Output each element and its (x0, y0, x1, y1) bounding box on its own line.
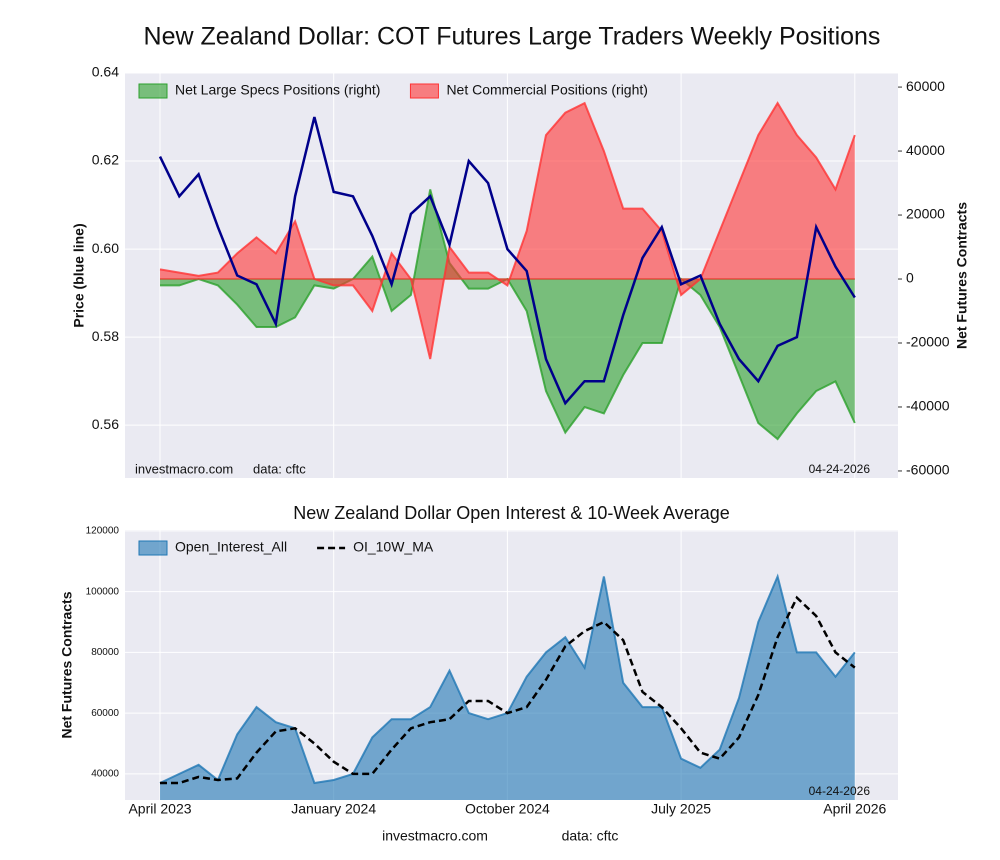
legend-label: Open_Interest_All (175, 539, 287, 555)
x-tick-label: April 2026 (823, 801, 886, 817)
annotation-site: investmacro.com (135, 461, 233, 476)
area (160, 103, 855, 359)
y2-tick-label: 20000 (906, 206, 945, 222)
footer-site: investmacro.com (382, 828, 488, 844)
footer-source: data: cftc (562, 828, 619, 844)
legend-swatch (138, 540, 168, 556)
x-tick-label: January 2024 (291, 801, 376, 817)
y-tick-label: 100000 (86, 586, 120, 597)
legend-label: Net Commercial Positions (right) (446, 82, 648, 98)
legend-label: Net Large Specs Positions (right) (175, 82, 380, 98)
line (160, 595, 856, 785)
line (158, 116, 856, 406)
x-tick-label: July 2025 (651, 801, 711, 817)
chart-title: New Zealand Dollar Open Interest & 10-We… (293, 503, 730, 523)
annotation-date: 04-24-2026 (809, 784, 871, 798)
y-tick-label: 40000 (91, 769, 119, 780)
x-tick-label: April 2023 (128, 801, 191, 817)
legend-swatch (409, 83, 439, 99)
y-axis-label: Net Futures Contracts (59, 591, 75, 738)
y-tick-label: 120000 (86, 526, 120, 537)
page-title: New Zealand Dollar: COT Futures Large Tr… (144, 23, 881, 51)
y2-tick-label: 40000 (906, 142, 945, 158)
y2-tick-label: -40000 (906, 398, 950, 414)
y2-tick-label: 60000 (906, 78, 945, 94)
y2-tick-label: -60000 (906, 462, 950, 478)
y-tick-label: 0.56 (92, 416, 119, 432)
area-edge (159, 101, 856, 360)
y2-tick-label: 0 (906, 270, 914, 286)
y-tick-label: 0.58 (92, 328, 119, 344)
y-tick-label: 60000 (91, 708, 119, 719)
annotation-date: 04-24-2026 (809, 462, 871, 476)
y2-tick-label: -20000 (906, 334, 950, 350)
y2-axis-label: Net Futures Contracts (954, 202, 970, 349)
y-tick-label: 0.64 (92, 64, 119, 80)
area (160, 576, 855, 800)
y-axis-label: Price (blue line) (71, 223, 87, 327)
annotation-source: data: cftc (253, 461, 306, 476)
y-tick-label: 0.62 (92, 152, 119, 168)
x-tick-label: October 2024 (465, 801, 550, 817)
legend-label: OI_10W_MA (353, 539, 434, 555)
y-tick-label: 80000 (91, 647, 119, 658)
y-tick-label: 0.60 (92, 240, 119, 256)
legend-swatch (138, 83, 168, 99)
